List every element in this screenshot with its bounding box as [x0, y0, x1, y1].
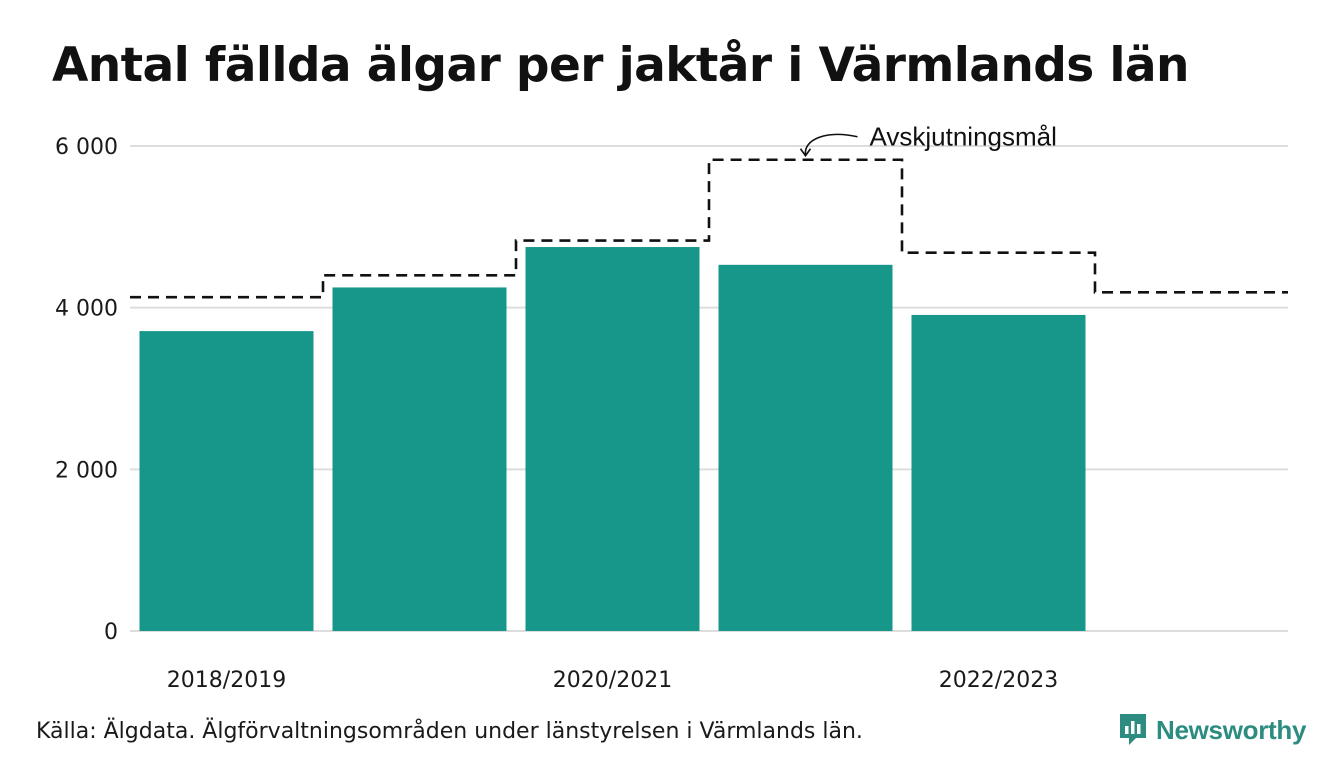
bar	[525, 247, 700, 631]
annotation-arrow	[804, 133, 858, 155]
bar	[911, 314, 1086, 631]
annotation-label: Avskjutningsmål	[870, 122, 1057, 152]
brand-logo: Newsworthy	[1118, 712, 1306, 748]
annotation-arrowhead	[799, 148, 812, 158]
source-note: Källa: Älgdata. Älgförvaltningsområden u…	[36, 719, 863, 744]
y-tick-label: 6 000	[55, 135, 118, 160]
brand-name: Newsworthy	[1156, 714, 1307, 745]
target-annotation: Avskjutningsmål	[799, 122, 1057, 158]
bar	[332, 287, 507, 631]
chart-title: Antal fällda älgar per jaktår i Värmland…	[52, 38, 1190, 93]
y-tick-label: 2 000	[55, 458, 118, 483]
x-axis-tick-labels: 2018/2019 2020/2021 2022/2023	[167, 668, 1058, 693]
gridlines	[130, 145, 1288, 632]
x-tick-label: 2018/2019	[167, 668, 286, 693]
target-step-line	[130, 158, 1288, 299]
x-tick-label: 2020/2021	[553, 668, 672, 693]
bar-chart: 0 2 000 4 000 6 000 2018/2019 2020/2021 2022/…	[55, 122, 1288, 693]
target-line-layer	[130, 158, 1288, 299]
bar	[139, 331, 314, 631]
y-tick-label: 4 000	[55, 297, 118, 322]
newsworthy-logo-icon	[1120, 714, 1146, 745]
y-tick-label: 0	[104, 620, 118, 645]
bars	[139, 247, 1086, 631]
y-axis-tick-labels: 0 2 000 4 000 6 000	[55, 135, 118, 645]
x-tick-label: 2022/2023	[939, 668, 1058, 693]
bar	[718, 264, 893, 631]
